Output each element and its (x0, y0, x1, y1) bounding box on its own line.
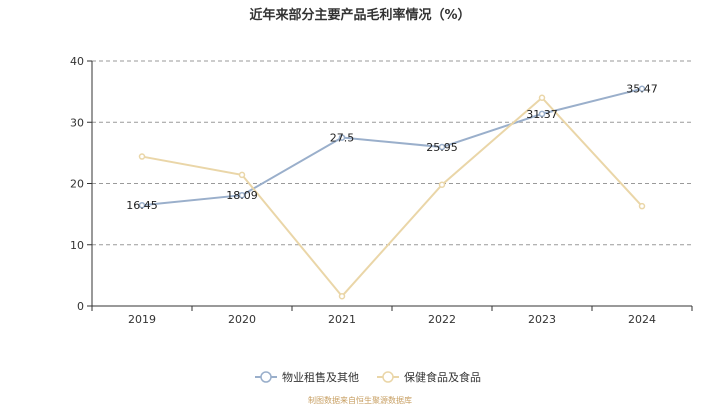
data-point (338, 292, 346, 300)
data-label: 18.09 (226, 189, 258, 202)
series-line-1 (141, 87, 643, 207)
data-label: 31.37 (526, 108, 558, 121)
data-label: 35.47 (626, 83, 658, 96)
legend-item: 保健食品及食品 (377, 370, 481, 384)
data-point (638, 85, 646, 92)
data-point (538, 110, 546, 118)
y-tick-label: 40 (70, 55, 84, 68)
data-label: 25.95 (426, 141, 458, 154)
y-tick-label: 0 (77, 300, 84, 313)
data-label: 27.5 (330, 132, 355, 145)
line-chart: 0 10 20 30 40 2019 2020 2021 2022 2023 2024 16.45 18… (70, 55, 693, 384)
x-tick-label: 2024 (628, 313, 656, 326)
x-tick-label: 2021 (328, 313, 356, 326)
data-point (238, 191, 246, 199)
data-point (638, 202, 646, 210)
series-line-2 (141, 96, 643, 298)
data-point (438, 143, 446, 151)
y-tick-label: 10 (70, 239, 84, 252)
data-point (138, 201, 146, 209)
source-note: 制图数据来自恒生聚源数据库 (308, 396, 412, 405)
legend-label: 保健食品及食品 (404, 370, 481, 384)
data-point (338, 134, 346, 141)
x-tick-label: 2022 (428, 313, 456, 326)
x-tick-label: 2020 (228, 313, 256, 326)
x-tick-label: 2023 (528, 313, 556, 326)
data-label: 16.45 (126, 199, 158, 212)
legend-item: 物业租售及其他 (255, 370, 359, 384)
y-tick-label: 20 (70, 178, 84, 191)
data-point (538, 94, 546, 101)
data-point (138, 153, 146, 160)
y-tick-label: 30 (70, 116, 84, 129)
data-point (438, 181, 446, 188)
legend-label: 物业租售及其他 (282, 370, 359, 384)
data-point (238, 171, 246, 179)
legend-marker (382, 371, 394, 383)
legend-marker (260, 371, 272, 383)
chart-title: 近年来部分主要产品毛利率情况（%） (249, 8, 471, 23)
x-tick-label: 2019 (128, 313, 156, 326)
